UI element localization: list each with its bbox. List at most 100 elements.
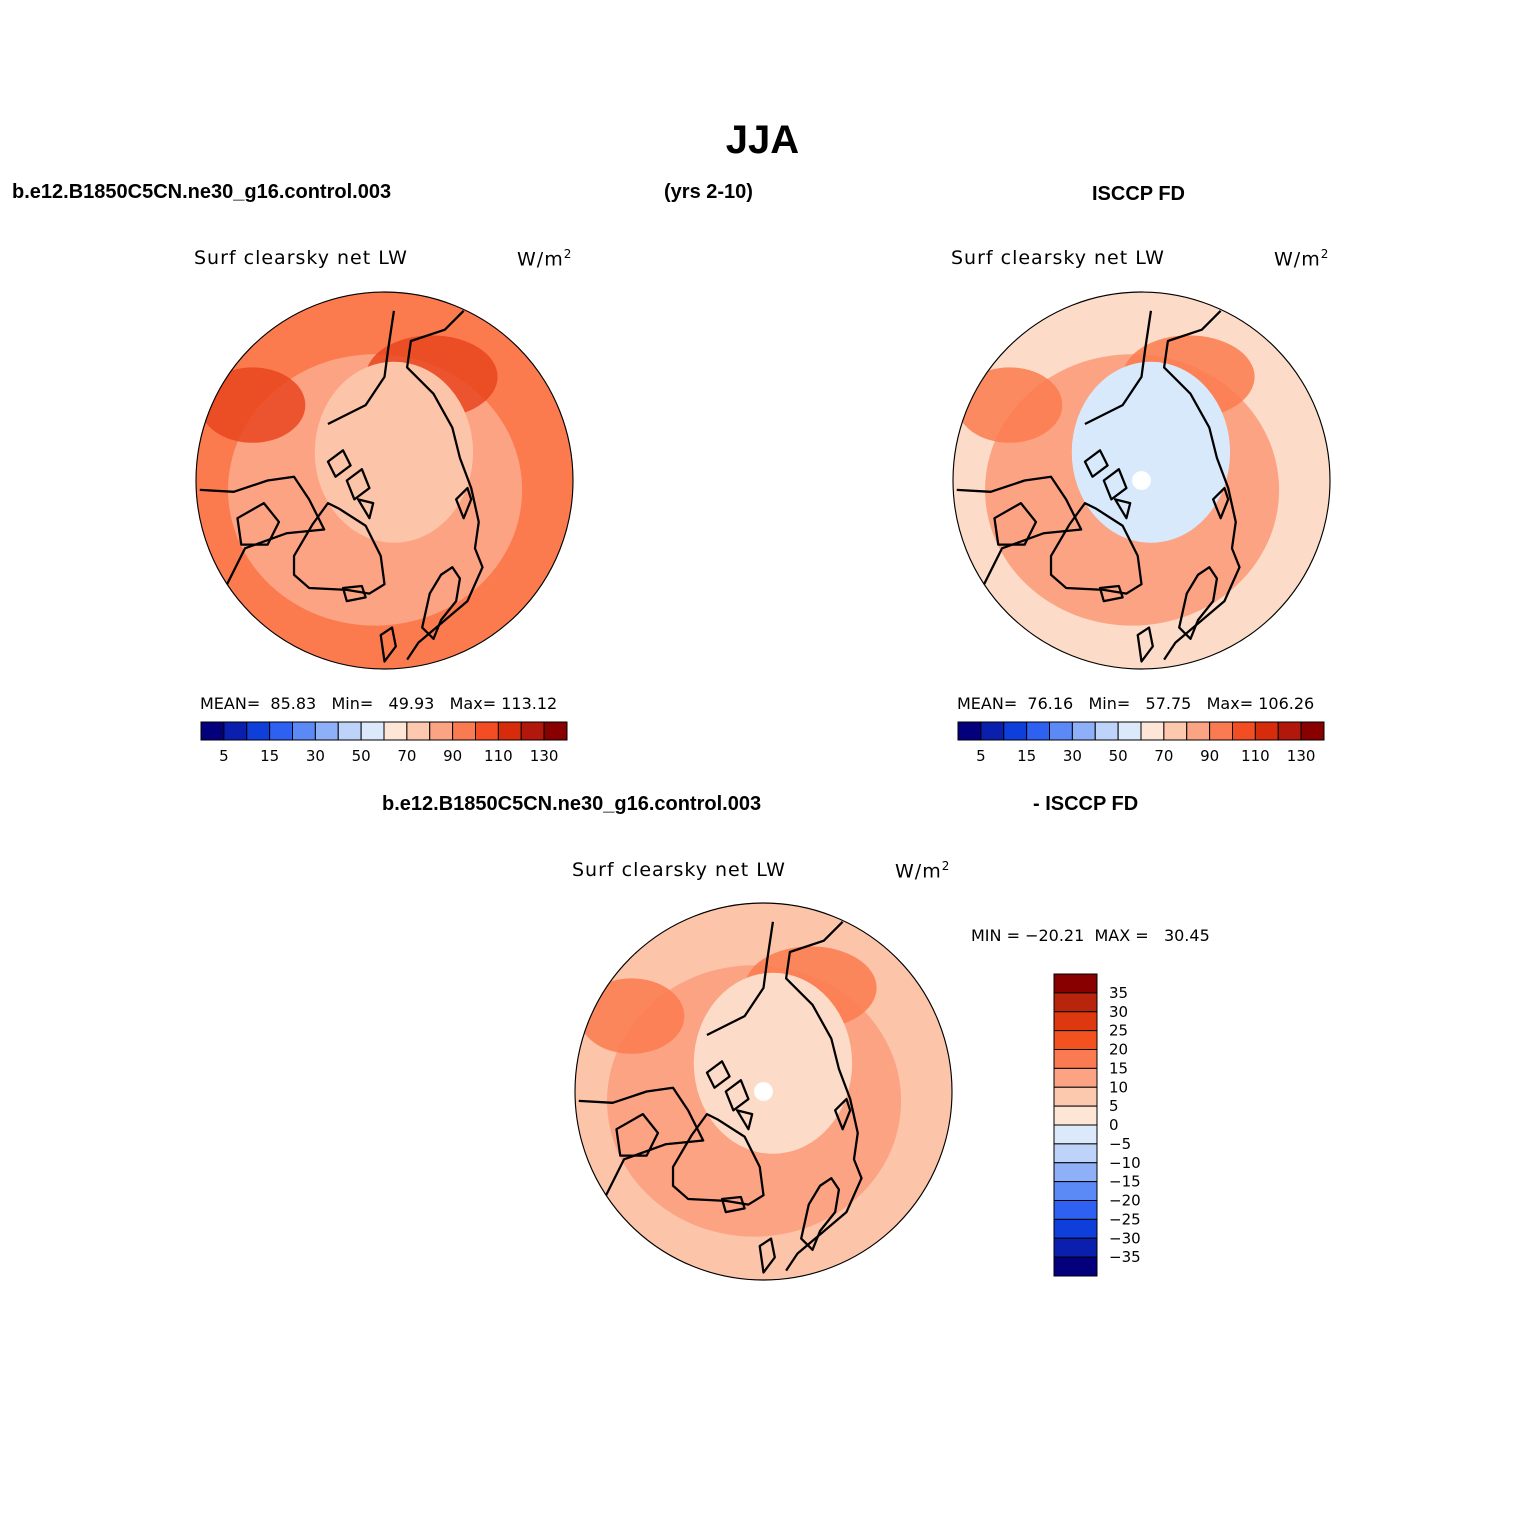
coastline-iceland: [1098, 584, 1124, 603]
polar-map-model: [195, 291, 574, 670]
colorbar-difference-swatch: [1053, 1256, 1098, 1277]
coastline-greenland: [292, 501, 386, 595]
coastline-britain: [1136, 626, 1154, 663]
colorbar-difference-tick-label: −35: [1109, 1248, 1141, 1266]
coastline-novaya: [833, 1097, 852, 1131]
coastline-alaska: [327, 310, 396, 425]
coastline-alaska: [1084, 310, 1153, 425]
model-case-label: b.e12.B1850C5CN.ne30_g16.control.003: [12, 181, 392, 203]
panel2-units: W/m2: [1274, 247, 1330, 271]
colorbar-model-swatch: [543, 721, 568, 741]
colorbar-difference-tick-label: 30: [1109, 1003, 1128, 1021]
colorbar-obs-swatch: [1003, 721, 1028, 741]
diff-case-label: b.e12.B1850C5CN.ne30_g16.control.003: [382, 793, 762, 815]
colorbar-difference-tick-label: −25: [1109, 1210, 1141, 1228]
map-boundary: [574, 902, 953, 1281]
coastline-novaya: [454, 486, 473, 520]
colorbar-difference-tick-label: 35: [1109, 984, 1128, 1002]
colorbar-difference-swatch: [1053, 1143, 1098, 1164]
map-field: [196, 292, 573, 669]
colorbar-obs-swatch: [1026, 721, 1050, 741]
colorbar-obs-swatch: [1071, 721, 1096, 741]
colorbar-difference-tick-label: −30: [1109, 1229, 1141, 1247]
pole-missing-data: [754, 1082, 773, 1101]
colorbar-model-swatch: [429, 721, 454, 741]
obs-label: ISCCP FD: [1092, 183, 1185, 205]
coastline-archipelago: [1083, 449, 1132, 520]
coastline-scandinavia: [421, 566, 462, 640]
colorbar-difference-swatch: [1053, 1124, 1098, 1145]
colorbar-difference-swatch: [1053, 973, 1098, 994]
years-label: (yrs 2-10): [664, 181, 753, 203]
colorbar-model-swatch: [360, 721, 385, 741]
colorbar-difference-tick-label: −10: [1109, 1154, 1141, 1172]
coastline-britain: [379, 626, 397, 663]
map-boundary: [952, 291, 1331, 670]
coastline-eurasia: [1162, 310, 1241, 661]
colorbar-obs-swatch: [1300, 721, 1325, 741]
colorbar-difference-swatch: [1053, 1086, 1098, 1107]
colorbar-difference-swatch: [1053, 1105, 1098, 1126]
colorbar-difference-swatch: [1053, 1218, 1098, 1239]
colorbar-model-swatch: [452, 721, 476, 741]
colorbar-model-tick-label: 90: [443, 747, 462, 765]
colorbar-difference-swatch: [1053, 1162, 1098, 1183]
colorbar-model-swatch: [314, 721, 339, 741]
colorbar-difference-swatch: [1053, 1030, 1098, 1050]
colorbar-model-tick-label: 15: [260, 747, 279, 765]
panel3-units: W/m2: [895, 859, 951, 883]
figure-title: JJA: [725, 118, 800, 162]
coastline-eurasia: [784, 921, 863, 1272]
colorbar-obs-tick-label: 110: [1241, 747, 1270, 765]
colorbar-obs-swatch: [1186, 721, 1211, 741]
colorbar-model-swatch: [497, 721, 522, 741]
colorbar-obs-swatch: [1209, 721, 1233, 741]
polar-map-difference: [574, 902, 953, 1281]
polar-map-obs: [952, 291, 1331, 670]
coastline-hudson: [615, 1112, 660, 1157]
colorbar-model-swatch: [520, 721, 545, 741]
colorbar-difference-swatch: [1053, 992, 1098, 1013]
colorbar-difference-swatch: [1053, 1049, 1098, 1069]
colorbar-difference-tick-label: −5: [1109, 1135, 1131, 1153]
colorbar-difference-tick-label: 5: [1109, 1097, 1119, 1115]
colorbar-difference-swatch: [1053, 1067, 1098, 1088]
coastline-novaya: [1211, 486, 1230, 520]
coastlines: [956, 310, 1241, 663]
coastlines: [578, 921, 863, 1274]
field-core: [1071, 361, 1231, 543]
colorbar-obs-swatch: [1277, 721, 1302, 741]
colorbar-difference-tick-label: 10: [1109, 1078, 1128, 1096]
coastlines: [199, 310, 484, 663]
coastline-greenland: [671, 1112, 765, 1206]
colorbar-model-swatch: [223, 721, 248, 741]
colorbar-obs-tick-label: 30: [1063, 747, 1082, 765]
colorbar-model-swatch: [406, 721, 431, 741]
coastline-north-america: [578, 1086, 705, 1206]
colorbar-obs: 5 15 30 50 70 90 110 130: [957, 721, 1325, 765]
colorbar-obs-tick-label: 130: [1287, 747, 1316, 765]
field-accent: [199, 367, 306, 443]
colorbar-model-swatch: [269, 721, 293, 741]
map-boundary: [195, 291, 574, 670]
field-accent: [578, 978, 685, 1054]
coastline-archipelago: [705, 1060, 754, 1131]
colorbar-obs-swatch: [1254, 721, 1279, 741]
colorbar-difference-swatch: [1053, 1011, 1098, 1032]
colorbar-obs-tick-label: 5: [976, 747, 986, 765]
colorbar-model-tick-label: 5: [219, 747, 229, 765]
coastline-britain: [758, 1237, 776, 1274]
coastline-eurasia: [405, 310, 484, 661]
panel1-units: W/m2: [517, 247, 573, 271]
colorbar-difference-tick-label: 25: [1109, 1022, 1128, 1040]
panel3-stats: MIN = −20.21 MAX = 30.45: [971, 926, 1210, 945]
diff-obs-label: - ISCCP FD: [1033, 793, 1139, 815]
colorbar-model-tick-label: 110: [484, 747, 513, 765]
colorbar-obs-swatch: [957, 721, 982, 741]
colorbar-model-swatch: [337, 721, 362, 741]
map-field: [575, 903, 952, 1280]
colorbar-difference-tick-label: −15: [1109, 1173, 1141, 1191]
colorbar-model-swatch: [475, 721, 499, 741]
colorbar-difference-swatch: [1053, 1237, 1098, 1258]
